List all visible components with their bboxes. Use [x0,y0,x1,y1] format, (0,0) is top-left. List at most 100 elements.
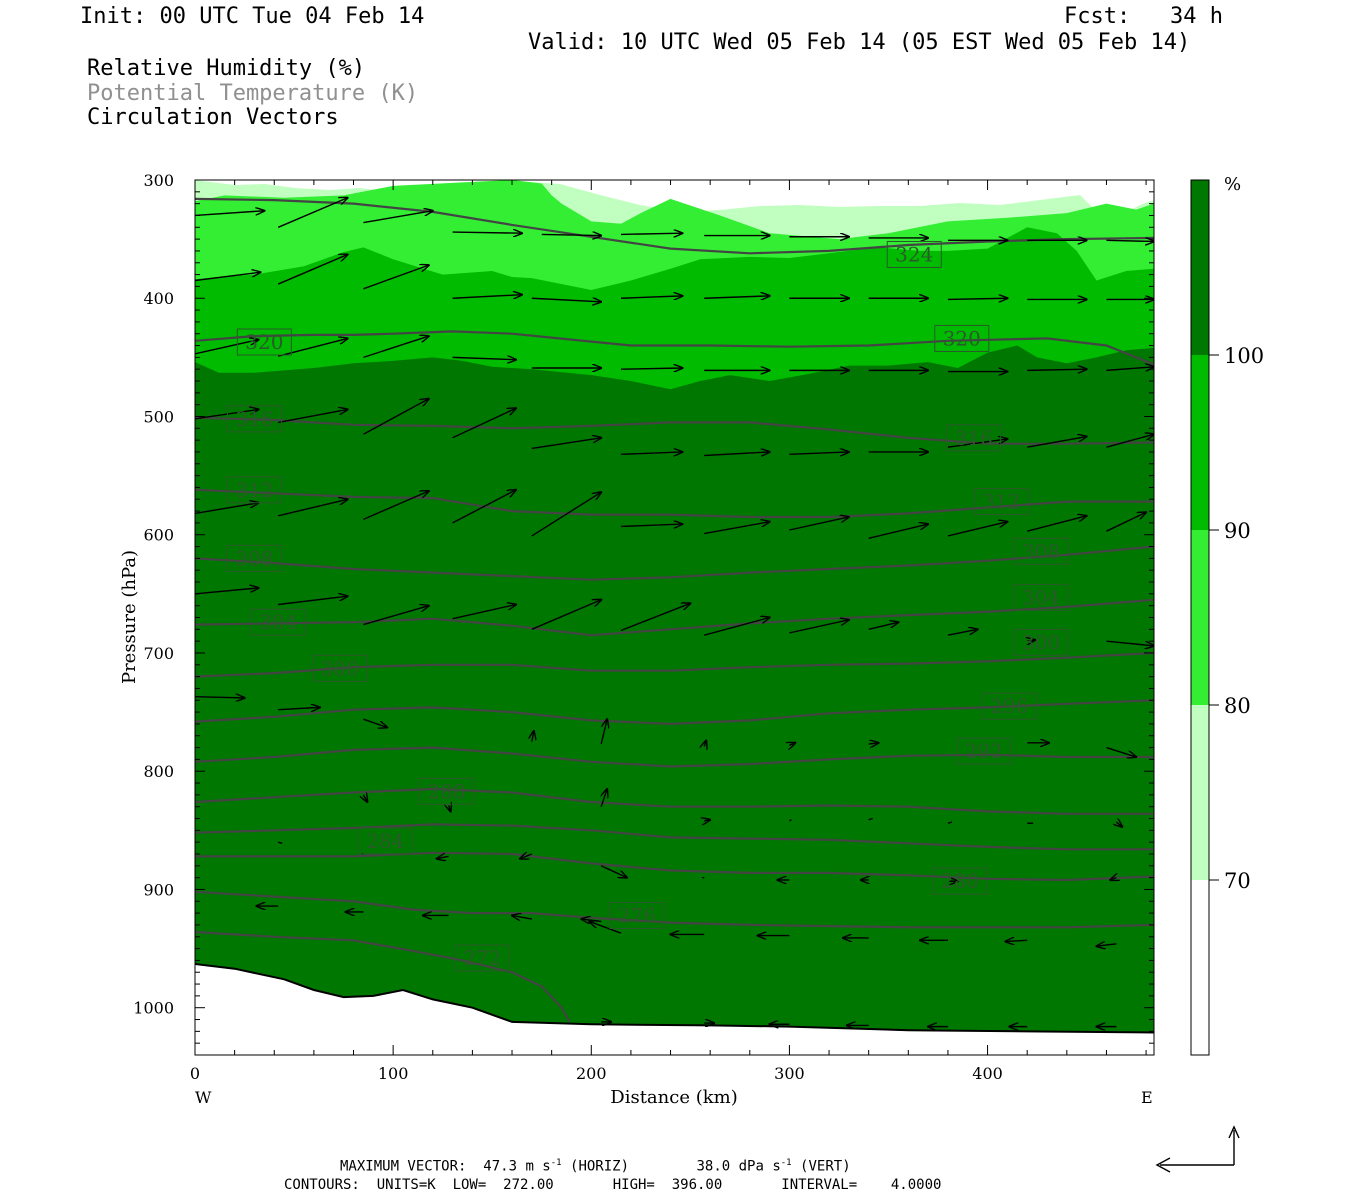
contour-label: 284 [366,829,404,853]
contour-label-box [973,488,1029,516]
contour-label-box [956,737,1012,765]
y-tick-label: 300 [143,171,174,190]
theta-contour-300 [195,651,1154,678]
theta-contour-280 [195,851,1154,882]
circulation-vector [512,915,532,919]
circulation-vector [620,233,682,234]
circulation-vector [363,399,428,435]
circulation-vector [449,806,451,812]
circulation-vector [278,841,283,845]
valid-time: Valid: 10 UTC Wed 05 Feb 14 (05 EST Wed … [528,30,1191,55]
contour-label: 304 [259,610,297,634]
max-horiz-exponent: -1 [550,1158,562,1168]
max-vert-exponent: -1 [780,1158,792,1168]
circulation-vector [195,211,264,217]
circulation-vector [195,272,260,282]
contour-label: 288 [428,779,466,803]
circulation-vector [195,503,258,515]
circulation-vector [452,490,516,524]
circulation-vector [947,522,1007,537]
contour-label-box [236,328,292,356]
theta-contour-304 [195,598,1154,637]
circulation-vector [363,211,432,224]
circulation-vector [868,743,879,744]
circulation-vector [600,719,607,745]
theta-contour-272 [195,930,571,1023]
circulation-vector [363,606,428,626]
rh-saturated-cell [815,783,929,795]
circulation-vector [704,740,706,746]
contour-label: 300 [321,656,359,680]
circulation-vector [452,604,516,620]
circulation-vector [789,452,848,454]
circulation-vector [452,295,522,299]
rh-region->=100 [195,345,1154,1055]
circulation-vector [1106,640,1154,646]
circulation-vector [195,340,258,355]
circulation-vector [541,234,601,235]
colorbar-unit: % [1224,174,1241,195]
circulation-vector [277,254,347,285]
circulation-vector [704,522,769,535]
reference-vector-icon [1155,1125,1240,1173]
circulation-vector [278,409,347,424]
circulation-vector [1027,516,1086,532]
circulation-vector [278,707,320,709]
contour-label: 276 [618,903,656,927]
rh-saturated-cell [668,694,726,772]
legend-relative-humidity: Relative Humidity (%) [87,56,366,81]
circulation-vector [947,439,1007,448]
contour-label-box [357,827,413,855]
circulation-vector [531,600,601,630]
circulation-vector [278,338,347,357]
circulation-vector [1106,512,1146,532]
max-vert-tag: (VERT) [800,1158,851,1175]
circulation-vector [1027,640,1035,641]
colorbar-label: 90 [1224,519,1251,543]
max-horiz-tag: (HORIZ) [570,1158,630,1175]
contour-label: 272 [463,946,501,970]
theta-contour-288 [195,787,1154,815]
contour-label-box [226,476,282,504]
circulation-vector [363,718,387,727]
terrain-below-ground [195,964,1154,1055]
colorbar-frame [1190,179,1210,1056]
circulation-vector [620,296,682,298]
theta-contour-296 [195,699,1154,726]
contour-label: 308 [1022,539,1060,563]
circulation-vector [868,524,928,539]
x-tick-label: 300 [774,1064,805,1083]
max-horiz-value: 47.3 m s [483,1158,551,1175]
circulation-vector [947,821,953,824]
circulation-vector [531,492,601,537]
rh-saturated-cell [789,1006,869,1020]
circulation-vector [1116,822,1122,827]
circulation-vector [704,820,710,821]
forecast-hour: Fcst: 34 h [1064,4,1223,29]
circulation-vector [452,232,522,233]
x-end-label-west: W [195,1088,212,1107]
y-tick-label: 500 [143,407,174,426]
y-tick-label: 600 [143,526,174,545]
max-vert-value: 38.0 dPa s [696,1158,781,1175]
x-end-label-east: E [1141,1088,1153,1107]
contour-label: 304 [1022,585,1060,609]
contour-label: 320 [245,330,283,354]
circulation-vector [789,620,848,634]
contour-label-box [934,324,990,352]
circulation-vector [520,854,533,859]
y-tick-label: 1000 [133,999,174,1018]
contour-label: 308 [235,546,273,570]
circulation-vector [363,265,428,290]
circulation-vector [452,357,516,359]
circulation-vector [1106,746,1136,757]
circulation-vector [704,618,769,636]
circulation-vector [1110,878,1116,880]
contour-label-box [1013,628,1069,656]
circulation-vector [531,438,601,450]
y-tick-label: 800 [143,762,174,781]
contour-label: 292 [965,739,1003,763]
y-tick-label: 900 [143,880,174,899]
legend-circulation-vectors: Circulation Vectors [87,105,339,130]
circulation-vector [868,817,873,821]
